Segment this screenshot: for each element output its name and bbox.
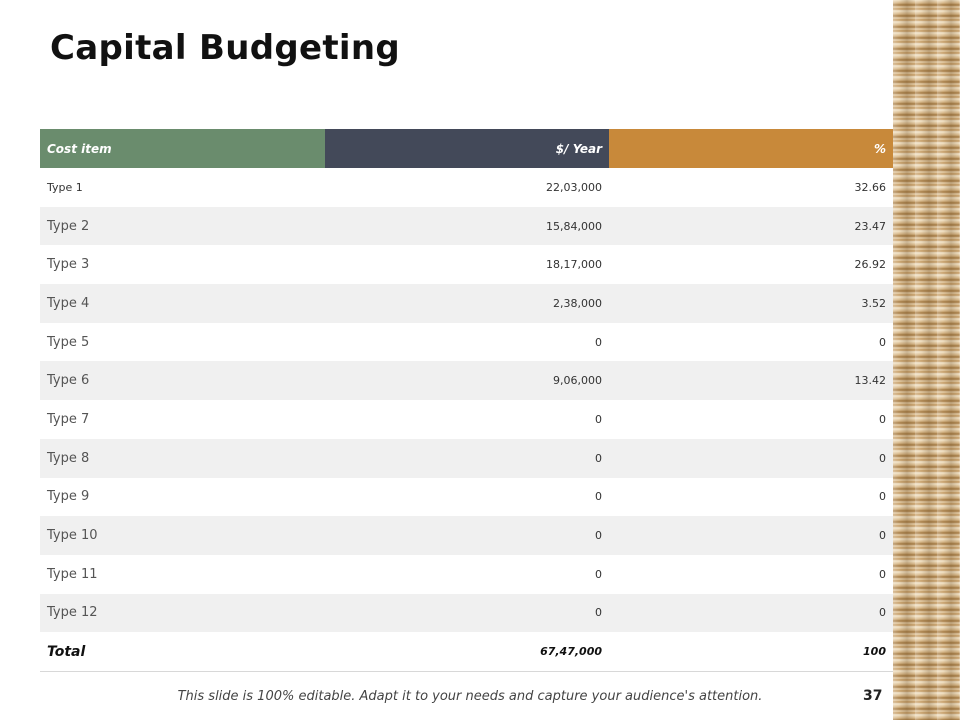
row-amount: 18,17,000: [325, 245, 609, 285]
header-percent: %: [609, 129, 893, 168]
row-amount: 0: [325, 516, 609, 555]
row-percent: 23.47: [609, 206, 893, 246]
row-name: Type 11: [40, 554, 325, 594]
row-amount: 0: [325, 438, 609, 478]
row-amount: 0: [325, 593, 609, 633]
row-amount: 0: [325, 477, 609, 517]
row-name: Type 12: [40, 593, 325, 633]
total-percent: 100: [609, 632, 893, 672]
row-percent: 0: [609, 593, 893, 633]
row-amount: 0: [325, 322, 609, 362]
row-name: Type 8: [40, 438, 325, 478]
row-percent: 0: [609, 477, 893, 517]
row-percent: 26.92: [609, 245, 893, 285]
header-amount-per-year: $/ Year: [325, 129, 609, 168]
coins-image: [893, 0, 960, 720]
row-amount: 15,84,000: [325, 206, 609, 246]
slide-title: Capital Budgeting: [50, 28, 400, 68]
row-amount: 9,06,000: [325, 361, 609, 401]
table-row: Type 3 18,17,000 26.92: [40, 245, 893, 285]
table-row: Type 7 0 0: [40, 400, 893, 439]
row-percent: 32.66: [609, 168, 893, 207]
budget-table: Cost item $/ Year % Type 1 22,03,000 32.…: [40, 129, 893, 672]
total-amount: 67,47,000: [325, 632, 609, 672]
row-percent: 13.42: [609, 361, 893, 401]
row-name: Type 2: [40, 206, 325, 246]
row-amount: 22,03,000: [325, 168, 609, 207]
table-row: Type 4 2,38,000 3.52: [40, 284, 893, 323]
header-cost-item: Cost item: [40, 129, 325, 168]
table-row: Type 12 0 0: [40, 593, 893, 633]
row-name: Type 9: [40, 477, 325, 517]
table-row: Type 2 15,84,000 23.47: [40, 206, 893, 246]
table-row: Type 9 0 0: [40, 477, 893, 517]
table-row: Type 5 0 0: [40, 322, 893, 362]
row-amount: 0: [325, 400, 609, 439]
row-name: Type 5: [40, 322, 325, 362]
table-row: Type 8 0 0: [40, 438, 893, 478]
table-header-row: Cost item $/ Year %: [40, 129, 893, 168]
total-row: Total 67,47,000 100: [40, 632, 893, 672]
row-percent: 0: [609, 438, 893, 478]
footer-note: This slide is 100% editable. Adapt it to…: [177, 689, 763, 704]
row-amount: 2,38,000: [325, 284, 609, 323]
row-percent: 3.52: [609, 284, 893, 323]
row-name: Type 6: [40, 361, 325, 401]
row-percent: 0: [609, 516, 893, 555]
table-row: Type 6 9,06,000 13.42: [40, 361, 893, 401]
table-row: Type 1 22,03,000 32.66: [40, 168, 893, 207]
row-amount: 0: [325, 554, 609, 594]
row-name: Type 3: [40, 245, 325, 285]
row-percent: 0: [609, 322, 893, 362]
row-name: Type 10: [40, 516, 325, 555]
row-name: Type 7: [40, 400, 325, 439]
table-row: Type 10 0 0: [40, 516, 893, 555]
total-label: Total: [40, 632, 325, 672]
page-number: 37: [863, 688, 883, 704]
row-percent: 0: [609, 400, 893, 439]
row-name: Type 1: [40, 168, 325, 207]
row-percent: 0: [609, 554, 893, 594]
table-row: Type 11 0 0: [40, 554, 893, 594]
row-name: Type 4: [40, 284, 325, 323]
